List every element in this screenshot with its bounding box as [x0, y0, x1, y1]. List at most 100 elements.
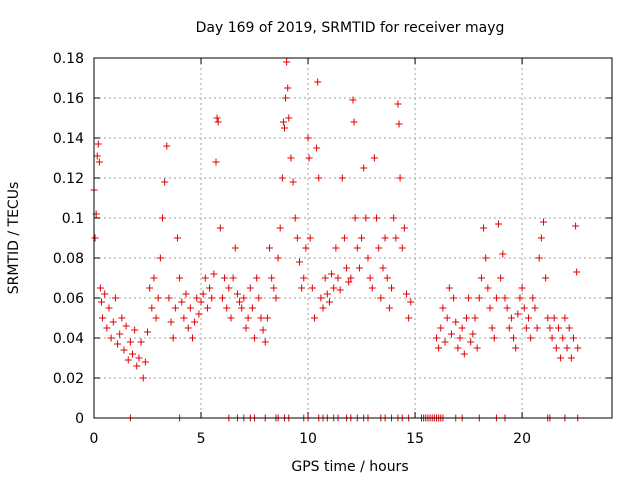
data-point: [154, 294, 162, 302]
data-point: [514, 310, 522, 318]
data-point: [109, 318, 117, 326]
data-point: [400, 224, 408, 232]
y-tick-label: 0: [75, 411, 84, 427]
data-point: [210, 270, 218, 278]
data-point: [227, 314, 235, 322]
data-point: [467, 338, 475, 346]
data-point: [563, 344, 571, 352]
data-point: [272, 294, 280, 302]
data-point: [287, 154, 295, 162]
data-point: [195, 310, 203, 318]
data-point: [332, 244, 340, 252]
data-point: [218, 294, 226, 302]
data-point: [561, 314, 569, 322]
data-point: [447, 330, 455, 338]
data-point: [445, 284, 453, 292]
data-point: [385, 304, 393, 312]
data-point: [518, 284, 526, 292]
data-point: [158, 214, 166, 222]
data-point: [574, 344, 582, 352]
data-point: [366, 274, 374, 282]
data-point: [473, 344, 481, 352]
data-point: [388, 284, 396, 292]
data-point: [261, 338, 269, 346]
data-point: [460, 350, 468, 358]
y-tick-label: 0.04: [53, 331, 84, 347]
data-point: [141, 358, 149, 366]
data-point: [152, 314, 160, 322]
data-point: [516, 294, 524, 302]
data-point: [300, 274, 308, 282]
data-point: [139, 374, 147, 382]
data-point: [161, 178, 169, 186]
data-point: [203, 304, 211, 312]
data-point: [131, 326, 139, 334]
data-point: [212, 158, 220, 166]
data-point: [317, 294, 325, 302]
x-tick-label: 20: [513, 431, 531, 447]
data-point: [298, 284, 306, 292]
data-point: [355, 264, 363, 272]
data-point: [93, 152, 101, 160]
data-point: [535, 254, 543, 262]
data-point: [279, 118, 287, 126]
data-point: [347, 274, 355, 282]
data-point: [349, 96, 357, 104]
data-point: [396, 174, 404, 182]
data-point: [529, 294, 537, 302]
data-point: [554, 324, 562, 332]
data-point: [216, 224, 224, 232]
data-point: [306, 234, 314, 242]
data-point: [259, 326, 267, 334]
data-point: [435, 344, 443, 352]
data-point: [284, 84, 292, 92]
data-point: [278, 174, 286, 182]
data-point: [531, 304, 539, 312]
data-point: [97, 298, 105, 306]
data-point: [548, 334, 556, 342]
data-point: [552, 344, 560, 352]
data-point: [111, 294, 119, 302]
data-point: [403, 290, 411, 298]
data-point: [167, 318, 175, 326]
x-tick-label: 10: [299, 431, 317, 447]
data-point: [495, 220, 503, 228]
data-point: [169, 334, 177, 342]
x-tick-label: 15: [406, 431, 424, 447]
data-point: [251, 334, 259, 342]
grid-lines: [94, 58, 612, 418]
x-tick-label: 0: [90, 431, 99, 447]
data-point: [233, 290, 241, 298]
data-point: [180, 314, 188, 322]
data-point: [373, 214, 381, 222]
data-point: [107, 334, 115, 342]
data-point: [484, 284, 492, 292]
y-axis-label: SRMTID / TECUs: [6, 182, 22, 295]
data-point: [178, 298, 186, 306]
data-point: [501, 294, 509, 302]
data-point: [486, 304, 494, 312]
data-point: [340, 234, 348, 242]
data-points: [90, 58, 582, 422]
data-point: [480, 224, 488, 232]
data-point: [255, 294, 263, 302]
data-point: [364, 254, 372, 262]
data-point: [225, 284, 233, 292]
data-point: [270, 284, 278, 292]
data-point: [475, 294, 483, 302]
data-point: [274, 254, 282, 262]
x-axis-label: GPS time / hours: [291, 459, 408, 475]
data-point: [471, 314, 479, 322]
data-point: [246, 284, 254, 292]
data-point: [126, 338, 134, 346]
data-point: [505, 324, 513, 332]
data-point: [390, 214, 398, 222]
data-point: [527, 334, 535, 342]
data-point: [94, 140, 102, 148]
data-point: [323, 290, 331, 298]
data-point: [144, 328, 152, 336]
y-tick-label: 0.02: [53, 371, 84, 387]
data-point: [525, 314, 533, 322]
data-point: [148, 304, 156, 312]
